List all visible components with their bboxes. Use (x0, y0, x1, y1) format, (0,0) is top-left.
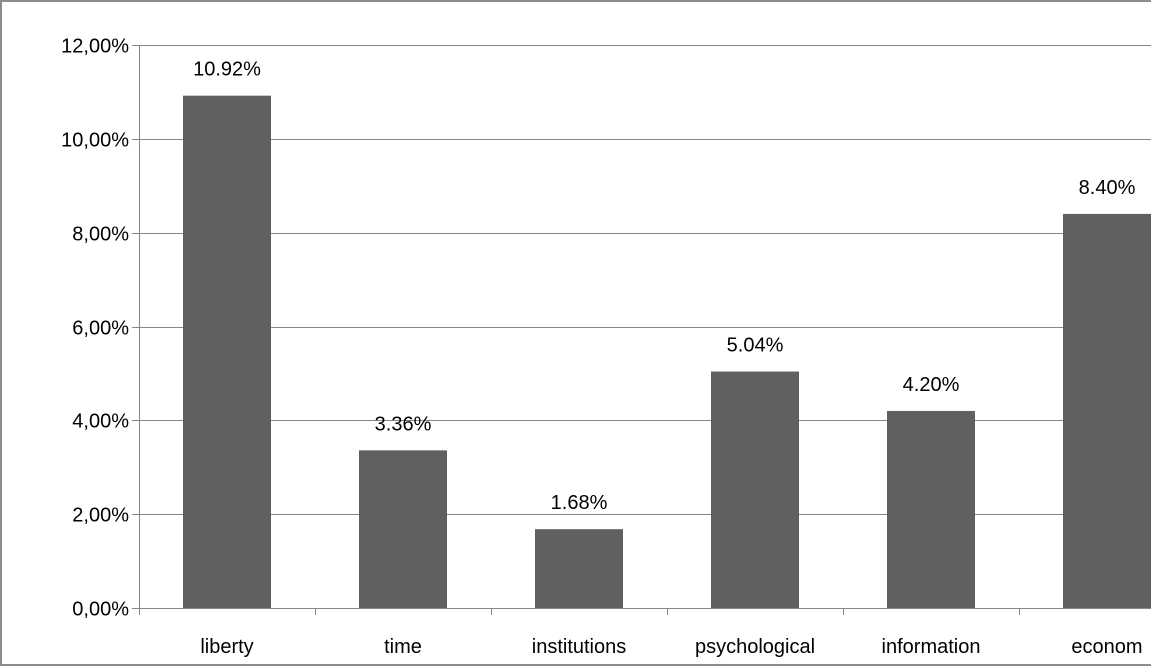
data-label: 10.92% (193, 59, 261, 81)
data-label: 8.40% (1079, 177, 1136, 199)
data-label: 3.36% (375, 413, 432, 435)
y-tick-label: 0,00% (72, 599, 129, 621)
y-tick-label: 4,00% (72, 411, 129, 433)
y-tick-label: 2,00% (72, 505, 129, 527)
bar-liberty (183, 95, 271, 609)
x-tick-label: institutions (532, 636, 627, 658)
data-label: 5.04% (727, 335, 784, 357)
labels: 0,00% 2,00% 4,00% 6,00% 8,00% 10,00% 12,00% 10.… (61, 36, 1142, 659)
bar-econom (1063, 213, 1151, 608)
x-tick-label: time (384, 636, 422, 658)
bar-information (887, 410, 975, 608)
y-tick-label: 8,00% (72, 224, 129, 246)
y-tick-label: 10,00% (61, 130, 129, 152)
y-tick-label: 6,00% (72, 318, 129, 340)
bar-time (359, 450, 447, 608)
x-tick-label: econom (1071, 636, 1142, 658)
x-tick-label: information (882, 636, 981, 658)
data-label: 4.20% (903, 374, 960, 396)
axes (132, 45, 1151, 615)
y-tick-label: 12,00% (61, 36, 129, 58)
x-tick-label: liberty (200, 636, 253, 658)
x-tick-label: psychological (695, 636, 815, 658)
bar-institutions (535, 529, 623, 608)
gridlines (139, 45, 1151, 515)
bar-psychological (711, 371, 799, 608)
bars (183, 95, 1151, 609)
data-label: 1.68% (551, 492, 608, 514)
